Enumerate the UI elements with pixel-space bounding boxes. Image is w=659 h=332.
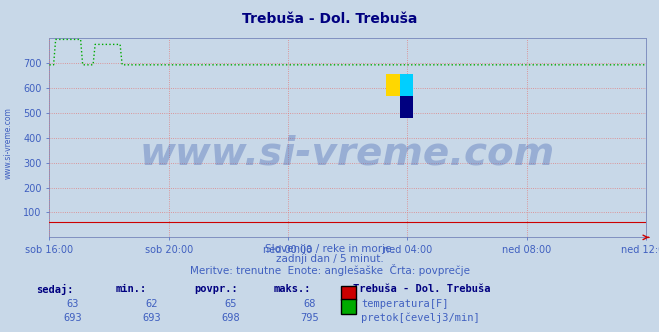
Bar	[400, 96, 413, 118]
Text: Trebuša - Dol. Trebuša: Trebuša - Dol. Trebuša	[242, 12, 417, 26]
Text: 65: 65	[225, 299, 237, 309]
Text: 698: 698	[221, 313, 240, 323]
Text: 693: 693	[63, 313, 82, 323]
Text: 693: 693	[142, 313, 161, 323]
Text: pretok[čevelj3/min]: pretok[čevelj3/min]	[361, 313, 480, 323]
Text: maks.:: maks.:	[273, 284, 311, 294]
Text: min.:: min.:	[115, 284, 146, 294]
Text: povpr.:: povpr.:	[194, 284, 238, 294]
Bar	[400, 74, 413, 96]
Text: Meritve: trenutne  Enote: anglešaške  Črta: povprečje: Meritve: trenutne Enote: anglešaške Črta…	[190, 264, 469, 276]
Text: 63: 63	[67, 299, 78, 309]
Text: www.si-vreme.com: www.si-vreme.com	[140, 135, 556, 173]
Text: 795: 795	[301, 313, 319, 323]
Text: zadnji dan / 5 minut.: zadnji dan / 5 minut.	[275, 254, 384, 264]
Text: Slovenija / reke in morje.: Slovenija / reke in morje.	[264, 244, 395, 254]
Bar	[386, 74, 400, 96]
Text: temperatura[F]: temperatura[F]	[361, 299, 449, 309]
Text: www.si-vreme.com: www.si-vreme.com	[3, 107, 13, 179]
Text: sedaj:: sedaj:	[36, 284, 74, 295]
Text: 68: 68	[304, 299, 316, 309]
Text: 62: 62	[146, 299, 158, 309]
Text: Trebuša - Dol. Trebuša: Trebuša - Dol. Trebuša	[353, 284, 490, 294]
